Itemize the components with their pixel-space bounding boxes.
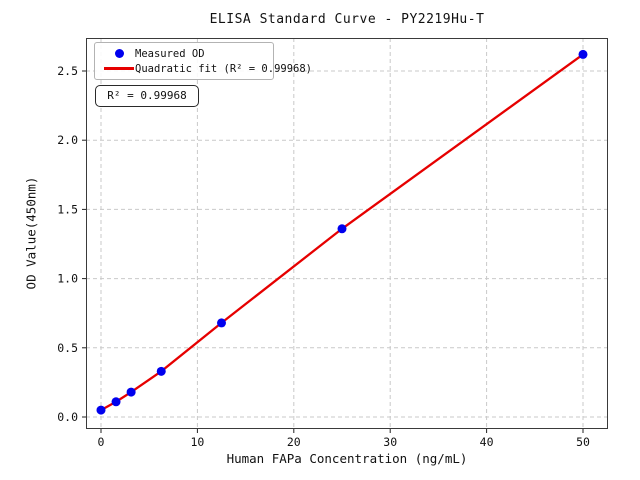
chart-canvas: 0 10 20 30 40 50 0.0 0.5 1.0 1.5 2.0 2.5 (57, 38, 608, 449)
data-point (96, 405, 106, 415)
x-tick-label: 20 (287, 435, 301, 449)
x-tick-label: 50 (576, 435, 590, 449)
x-tick-label: 10 (190, 435, 204, 449)
red-line-icon (104, 67, 134, 70)
data-point (217, 318, 226, 328)
data-point (578, 49, 588, 59)
y-tick-label: 2.5 (57, 64, 78, 78)
legend: Measured OD Quadratic fit (R² = 0.99968) (94, 42, 312, 80)
data-point (337, 224, 347, 234)
legend-label-measured-od: Measured OD (135, 47, 205, 60)
x-axis-label: Human FAPa Concentration (ng/mL) (226, 451, 468, 466)
plot-frame (86, 38, 608, 429)
fit-line-marker (103, 67, 135, 70)
y-tick-label: 0.0 (57, 410, 78, 424)
data-point (111, 397, 121, 407)
legend-entry-measured-od: Measured OD (103, 48, 273, 60)
x-tick-label: 40 (480, 435, 494, 449)
y-tick-label: 0.5 (57, 341, 78, 355)
chart-title: ELISA Standard Curve - PY2219Hu-T (209, 12, 485, 27)
legend-label-quadratic-fit: Quadratic fit (R² = 0.99968) (135, 62, 313, 75)
y-tick-label: 1.0 (57, 272, 78, 286)
blue-dot-icon (114, 49, 124, 58)
y-axis-label: OD Value(450nm) (23, 176, 39, 290)
x-tick-label: 30 (383, 435, 397, 449)
data-point (156, 366, 166, 376)
y-tick-label: 1.5 (57, 202, 78, 216)
legend-entry-quadratic-fit: Quadratic fit (R² = 0.99968) (103, 63, 312, 75)
r-squared-annotation: R² = 0.99968 (95, 85, 199, 107)
y-tick-label: 2.0 (57, 133, 78, 147)
data-point (126, 387, 136, 397)
x-tick-label: 0 (98, 435, 105, 449)
measured-od-marker (103, 49, 135, 58)
plot-area: 0 10 20 30 40 50 0.0 0.5 1.0 1.5 2.0 2.5 Measured O… (57, 38, 608, 449)
